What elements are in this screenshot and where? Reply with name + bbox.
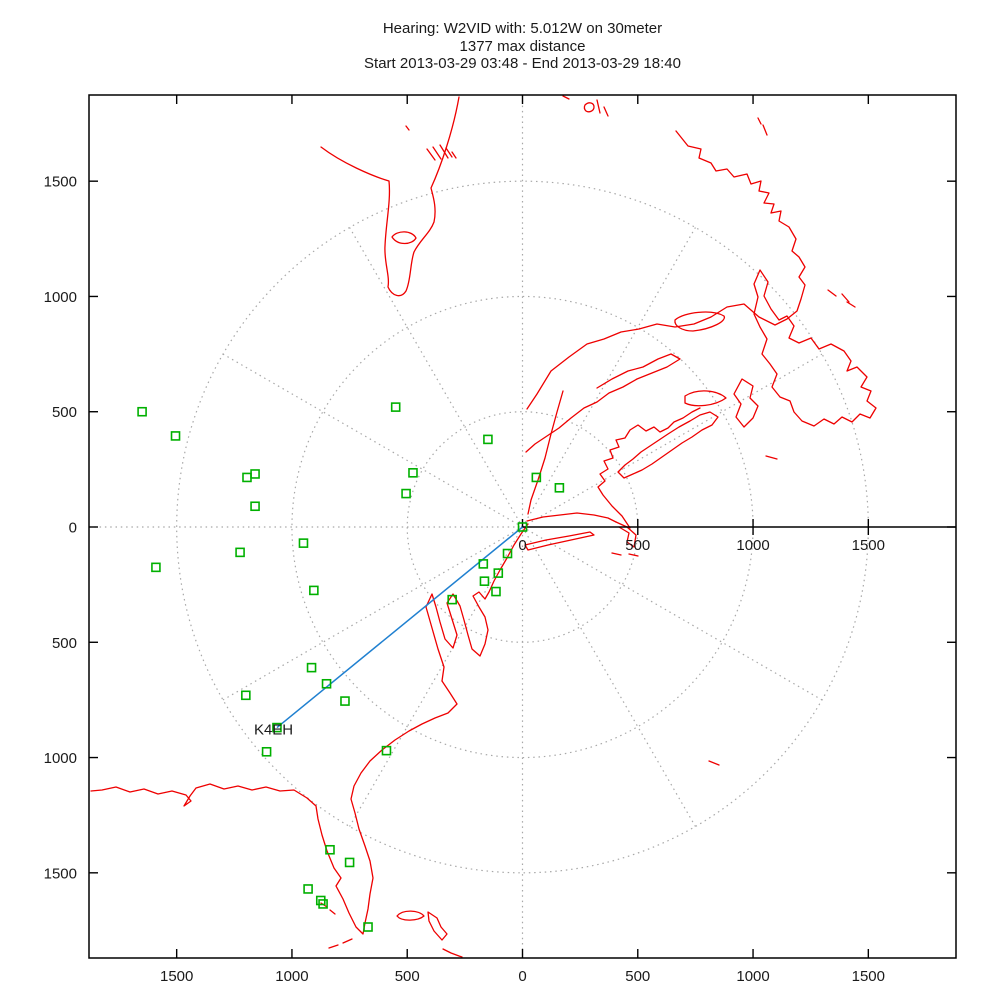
coastline-nova-scotia (617, 411, 719, 479)
x-axis-label: 500 (395, 968, 420, 985)
label-layer: K4EH (254, 722, 293, 739)
station-marker (390, 402, 401, 412)
y-axis-label: 1500 (44, 865, 77, 882)
y-axis-label: 1000 (44, 750, 77, 767)
inner-axis-label: 0 (518, 537, 526, 554)
station-marker (309, 585, 319, 596)
chart-title-block: Hearing: W2VID with: 5.012W on 30meter 1… (89, 20, 956, 73)
coastline-sable-island (765, 455, 778, 460)
station-marker (261, 746, 272, 757)
bearing-line-layer (276, 526, 523, 729)
station-layer (137, 402, 565, 932)
station-marker (340, 696, 350, 706)
station-marker (447, 594, 457, 605)
x-axis-label: 1000 (736, 968, 769, 985)
y-axis-label: 500 (52, 635, 77, 652)
station-marker (250, 501, 260, 512)
coastline-nj-delmarva-chesapeake (425, 523, 529, 682)
coastline-florida-keys (328, 938, 353, 949)
station-marker (483, 434, 493, 445)
coastline-labrador-offshore-islets (757, 117, 856, 308)
bearing-spoke-30deg (522, 353, 823, 528)
coastline-hudson-james-bay (320, 96, 460, 297)
axis-layer: 1500 1500 1000 1000 500 500 0 0 500 500 1000 1000 15… (44, 94, 957, 985)
station-marker (321, 678, 332, 689)
x-axis-label: 0 (518, 968, 526, 985)
coastline-gaspe-south-shore (525, 353, 681, 453)
x-axis-label: 1000 (275, 968, 308, 985)
coastline-bahamas (396, 910, 448, 941)
coastline-labrador-quebec-stlawrence (526, 130, 806, 410)
station-marker (554, 483, 565, 493)
coastline-anticosti-island (674, 311, 725, 332)
coastline-bermuda (708, 760, 720, 766)
inner-axis-label: 1500 (852, 537, 885, 554)
station-marker (479, 576, 490, 586)
station-marker (531, 472, 542, 483)
station-marker (242, 472, 252, 483)
bearing-spoke-210deg (222, 526, 523, 701)
station-marker (151, 562, 161, 573)
station-marker (137, 406, 147, 417)
bearing-spoke-300deg (521, 526, 696, 827)
station-marker (250, 469, 260, 479)
station-marker (502, 548, 513, 559)
x-axis-label: 500 (625, 968, 650, 985)
coastline-long-island (524, 531, 595, 551)
station-marker (491, 586, 501, 597)
station-marker (401, 488, 411, 499)
station-marker (235, 547, 245, 558)
bearing-spoke-120deg (349, 227, 524, 528)
chart-title-line1: Hearing: W2VID with: 5.012W on 30meter (382, 20, 663, 37)
coastline-cape-breton (733, 378, 759, 428)
station-marker (325, 844, 335, 855)
coastline-prince-edward-island (684, 390, 727, 407)
station-marker (493, 568, 504, 578)
y-axis-label: 500 (52, 404, 77, 421)
receiver-marker-w2vid (517, 522, 528, 532)
inner-axis-label: 500 (625, 537, 650, 554)
coastline-nantucket-vineyard (611, 552, 639, 557)
bearing-spoke-150deg (222, 353, 523, 528)
inner-axis-label: 1000 (736, 537, 769, 554)
station-marker (408, 468, 418, 478)
station-marker (303, 884, 313, 894)
x-axis-label: 1500 (160, 968, 193, 985)
coastline-hudson-river-valley (527, 390, 564, 515)
bearing-line-k4eh (276, 526, 523, 729)
x-axis-label: 1500 (852, 968, 885, 985)
station-marker (298, 538, 309, 548)
coastline-boston-maine-newbrunswick (597, 407, 701, 529)
bearing-spoke-240deg (349, 526, 524, 827)
station-marker (344, 857, 355, 868)
coastline-cuba-north-coast (442, 948, 463, 958)
chart-title-line2: 1377 max distance (459, 37, 586, 55)
bearing-spoke-60deg (521, 227, 696, 528)
y-axis-label: 1500 (44, 174, 77, 191)
station-marker (241, 690, 251, 701)
bearing-spoke-330deg (522, 526, 823, 701)
k4eh-station-marker (272, 722, 282, 733)
k4eh-callsign-label: K4EH (254, 722, 293, 739)
coastline-newfoundland (753, 269, 877, 427)
y-axis-label: 0 (69, 520, 77, 537)
coastline-layer (90, 95, 877, 958)
coastline-belcher-islands (583, 99, 609, 117)
coastline-akimiski-island (391, 231, 417, 245)
coastline-ct-ri-coast (526, 512, 617, 523)
coastline-hudson-shore-marks (405, 95, 570, 161)
chart-title-line3: Start 2013-03-29 03:48 - End 2013-03-29 … (364, 55, 681, 72)
station-marker (363, 922, 373, 932)
station-marker (381, 745, 392, 756)
coastline-southeast-gulf-coast (90, 680, 458, 935)
station-marker (478, 559, 489, 569)
station-marker (318, 899, 328, 909)
station-marker (170, 431, 181, 441)
y-axis-label: 1000 (44, 289, 77, 306)
station-marker (306, 662, 317, 673)
